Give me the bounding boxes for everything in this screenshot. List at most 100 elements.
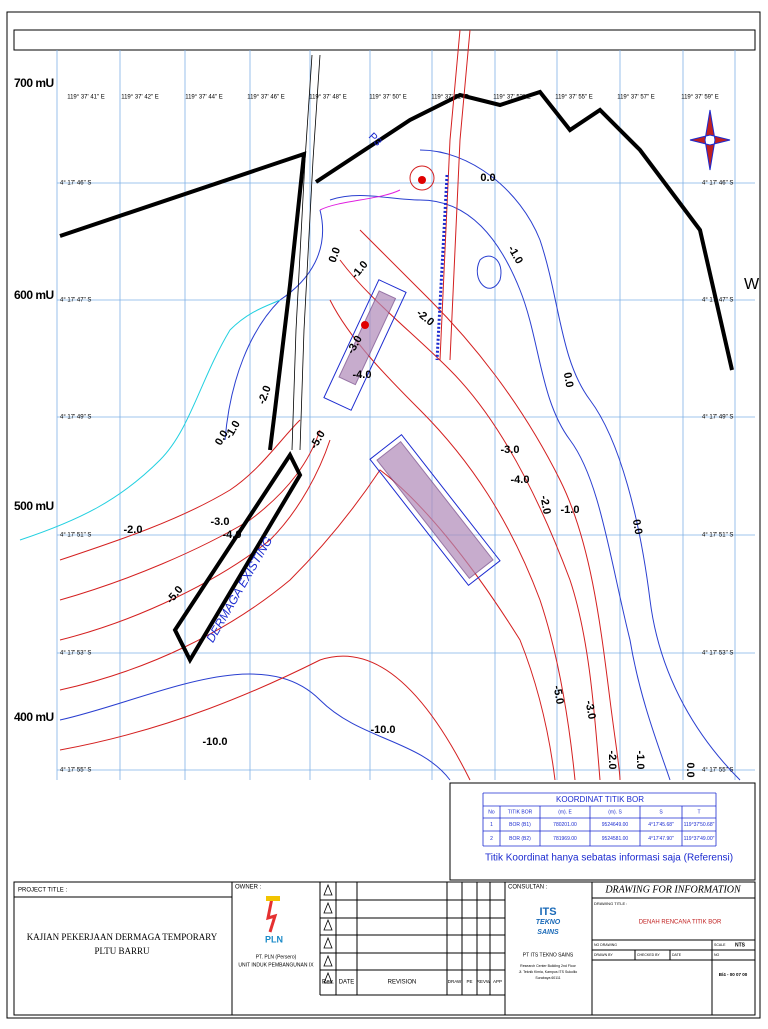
drawing-rect (376, 440, 494, 580)
drawing-circle (409, 165, 435, 191)
drawing-rect (13, 881, 756, 1016)
contour-label: -2.0 (124, 524, 143, 536)
owner-logo: PLN (265, 934, 283, 944)
latitude-label: 4° 17' 51" S (60, 533, 91, 539)
project-title: KAJIAN PEKERJAAN DERMAGA TEMPORARY (27, 932, 218, 942)
drawing-path (476, 255, 502, 289)
contour-label: -10.0 (202, 736, 227, 748)
table-header: (m). S (608, 809, 622, 815)
contour-label: -1.0 (561, 504, 580, 516)
contour-label: -1.0 (634, 751, 646, 770)
drawing-rect (266, 896, 280, 901)
longitude-label: 119° 37' 42" E (121, 95, 159, 101)
revision-header: APP (493, 979, 502, 984)
latitude-label: 4° 17' 47" S (702, 298, 733, 304)
contour-label: -4.0 (223, 529, 242, 541)
revision-header: DATE (339, 980, 355, 986)
owner: UNIT INDUK PEMBANGUNAN IX (238, 962, 314, 968)
contour-label: -10.0 (370, 724, 395, 736)
coordinate-table: KOORDINAT TITIK BOR No TITIK BOR (m). E (m).… (482, 792, 733, 864)
drawing-path (339, 259, 601, 781)
drawing-path (329, 195, 671, 781)
drawing-path (59, 673, 451, 781)
drawing-path (329, 299, 576, 781)
table-note: Titik Koordinat hanya sebatas informasi … (485, 853, 733, 864)
latitude-label: 4° 17' 53" S (702, 651, 733, 657)
drawing-rect (449, 782, 756, 881)
grid (56, 50, 755, 780)
longitude-label: 119° 37' 41" E (67, 95, 105, 101)
field-label: NO DRAWING (594, 943, 617, 947)
field-label: NO (714, 953, 720, 957)
drawing-path (172, 450, 303, 665)
longitude-label: 119° 37' 59" E (681, 95, 719, 101)
table-header: (m). E (558, 809, 572, 815)
contour-label: 0.0 (327, 246, 344, 264)
table-cell: 780201.00 (553, 822, 577, 828)
consultant-address: Research Center Building 2nd Floor (520, 964, 576, 968)
revision-header: DRAW (448, 979, 462, 984)
drawing-path (291, 54, 321, 451)
consultant-logo: TEKNO (536, 919, 561, 926)
field-label: DRAWN BY (594, 953, 613, 957)
table-cell: 4°17'45.68" (648, 822, 674, 828)
table-cell: 119°37'50.68" (684, 822, 715, 828)
contour-label: 0.0 (561, 371, 575, 388)
drawing-path (59, 151, 307, 451)
contour-label: -3.0 (583, 700, 598, 721)
contour-label: -4.0 (511, 474, 530, 486)
drawing-path (359, 229, 621, 781)
table-cell: 1 (490, 822, 493, 828)
longitude-label: 119° 37' 55" E (555, 95, 593, 101)
contour-label: -2.0 (606, 751, 618, 770)
drawing-circle (418, 176, 426, 184)
drawing-g (323, 883, 333, 984)
title-block: PROJECT TITLE : KAJIAN PEKERJAAN DERMAGA … (18, 884, 748, 985)
drawing-circle (361, 321, 369, 329)
drawing-path (419, 149, 741, 781)
latitude-label: 4° 17' 53" S (60, 651, 91, 657)
label: OWNER : (235, 885, 262, 891)
owner: PT. PLN (Persero) (256, 954, 297, 960)
latitude-label: 4° 17' 49" S (60, 415, 91, 421)
drawing-path (323, 936, 333, 949)
latitude-label: 4° 17' 46" S (60, 181, 91, 187)
drawing-rect (13, 29, 756, 51)
label: PROJECT TITLE : (18, 888, 67, 894)
drawing-path (319, 189, 401, 211)
drawing-path (323, 954, 333, 967)
drawing-path (689, 109, 731, 171)
drawing-path (323, 901, 333, 914)
field-label: CHECKED BY (637, 953, 660, 957)
label: DRAWING TITLE : (594, 901, 627, 906)
latitude-label: 4° 17' 49" S (702, 415, 733, 421)
y-axis-label: 600 mU (14, 288, 54, 302)
contour-label: 0.0 (480, 172, 495, 184)
revision-header: REVISION (388, 980, 417, 986)
drawing-path (59, 429, 321, 601)
sheet-code: B/4 - 00 07 00 (719, 972, 748, 977)
longitude-label: 119° 37' 44" E (185, 95, 223, 101)
drawing-title: DENAH RENCANA TITIK BOR (639, 920, 722, 926)
latitude-label: 4° 17' 51" S (702, 533, 733, 539)
drawing-path (59, 655, 471, 781)
longitude-label: 119° 37' 57" E (617, 95, 655, 101)
consultant-address: Jl. Teknik Kimia, Kampus ITS Sukolilo (519, 970, 578, 974)
table-cell: 4°17'47.90" (648, 836, 674, 842)
field-label: DATE (672, 953, 682, 957)
drawing-path (323, 971, 333, 984)
revision-header: PE (466, 979, 472, 984)
longitude-label: 119° 37' 48" E (309, 95, 347, 101)
y-axis-label: 500 mU (14, 499, 54, 513)
y-axis-label: 400 mU (14, 710, 54, 724)
consultant-logo: ITS (539, 906, 556, 918)
project-title: PLTU BARRU (95, 946, 150, 956)
drawing-rect (323, 279, 407, 411)
latitude-label: 4° 17' 47" S (60, 298, 91, 304)
contour-label: -3.0 (501, 444, 520, 456)
longitude-label: 119° 37' 53" E (493, 95, 531, 101)
latitude-label: 4° 17' 55" S (702, 768, 733, 774)
drawing-path (323, 918, 333, 931)
table-cell: BOR (B2) (509, 836, 531, 842)
